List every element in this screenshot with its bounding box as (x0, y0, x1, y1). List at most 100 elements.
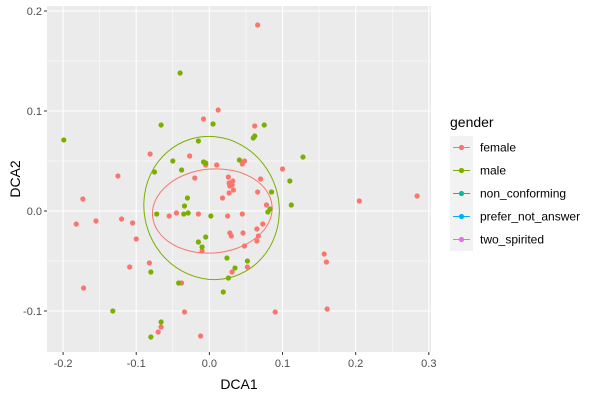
point-female (219, 195, 226, 201)
point-female (166, 213, 172, 219)
point-female (244, 264, 251, 270)
point-male (300, 154, 306, 160)
point-female (214, 162, 220, 168)
point-male (195, 239, 202, 245)
point-female (155, 329, 161, 335)
point-female (255, 233, 261, 239)
point-male (210, 121, 216, 127)
point-male (288, 202, 294, 208)
x-tick-label: -0.1 (127, 358, 146, 370)
point-female (230, 187, 237, 193)
point-female (356, 198, 362, 204)
point-male (236, 157, 242, 163)
point-female (228, 233, 234, 239)
point-female (272, 309, 278, 315)
point-female (254, 226, 260, 232)
point-male (177, 70, 183, 76)
point-female (119, 216, 125, 222)
point-male (158, 319, 164, 325)
point-male (178, 167, 185, 173)
point-male (148, 269, 154, 275)
point-male (185, 210, 191, 216)
point-female (93, 218, 99, 224)
point-female (226, 190, 232, 196)
y-tick-label: 0.1 (27, 106, 42, 118)
point-male (199, 244, 205, 250)
point-male (110, 308, 116, 314)
legend-label: female (480, 141, 516, 155)
x-axis-title: DCA1 (220, 376, 258, 392)
point-male (250, 135, 256, 141)
y-axis: -0.1 0.0 0.1 0.2 (23, 6, 47, 318)
point-male (208, 213, 214, 219)
point-female (195, 211, 202, 217)
point-male (224, 255, 230, 261)
point-male (225, 275, 231, 281)
major-gridlines (47, 6, 431, 352)
ellipse-male (143, 135, 280, 281)
point-female (199, 248, 205, 254)
point-female (187, 153, 193, 159)
legend-item-female: female (450, 136, 516, 159)
point-male (268, 189, 275, 195)
plot-panel (47, 6, 431, 352)
point-female (252, 123, 258, 129)
point-female (324, 306, 330, 312)
point-female (257, 176, 264, 182)
point-female (147, 151, 153, 157)
legend-key-point (458, 213, 465, 220)
x-tick-label: -0.2 (54, 358, 73, 370)
point-female (414, 193, 420, 199)
point-male (176, 280, 182, 286)
legend-item-non_conforming: non_conforming (450, 182, 566, 205)
point-female (254, 238, 260, 244)
point-male (265, 209, 271, 215)
legend-key-point (458, 236, 465, 243)
y-tick-label: -0.1 (23, 306, 42, 318)
y-axis-title: DCA2 (7, 160, 23, 198)
legend-key-point (458, 190, 465, 197)
point-male (244, 258, 251, 264)
point-female (80, 196, 86, 202)
legend-label: male (480, 164, 506, 178)
point-male (195, 138, 202, 144)
point-female (227, 183, 233, 189)
y-tick-label: 0.2 (27, 6, 42, 18)
point-male (184, 195, 191, 201)
point-female (240, 230, 246, 236)
data-points (61, 22, 420, 340)
point-female (133, 236, 139, 242)
legend-label: two_spirited (480, 233, 544, 247)
point-female (239, 161, 245, 167)
point-male (61, 137, 67, 143)
point-female (255, 189, 261, 195)
point-male (154, 211, 160, 217)
x-tick-label: 0.0 (202, 358, 217, 370)
y-tick-label: 0.0 (27, 206, 42, 218)
point-female (255, 22, 261, 28)
point-female (321, 251, 327, 257)
point-male (287, 178, 293, 184)
x-tick-label: 0.1 (275, 358, 290, 370)
point-male (232, 265, 238, 271)
point-female (241, 243, 248, 249)
confidence-ellipses (143, 135, 280, 281)
point-male (203, 234, 209, 240)
point-female (146, 260, 152, 266)
legend-label: non_conforming (480, 187, 566, 201)
legend-key-point (458, 144, 465, 151)
point-male (181, 211, 187, 217)
legend-item-male: male (450, 159, 506, 182)
point-female (323, 259, 330, 265)
point-male (203, 160, 209, 166)
point-male (181, 203, 188, 209)
legend-label: prefer_not_answer (480, 210, 580, 224)
point-male (220, 289, 226, 295)
legend: gender female male non_conforming prefer_no… (450, 114, 580, 251)
point-female (192, 175, 198, 181)
legend-key-point (458, 167, 465, 174)
point-female (181, 309, 188, 315)
point-female (215, 107, 221, 113)
x-axis: -0.2 -0.1 0.0 0.1 0.2 0.3 (54, 352, 436, 370)
